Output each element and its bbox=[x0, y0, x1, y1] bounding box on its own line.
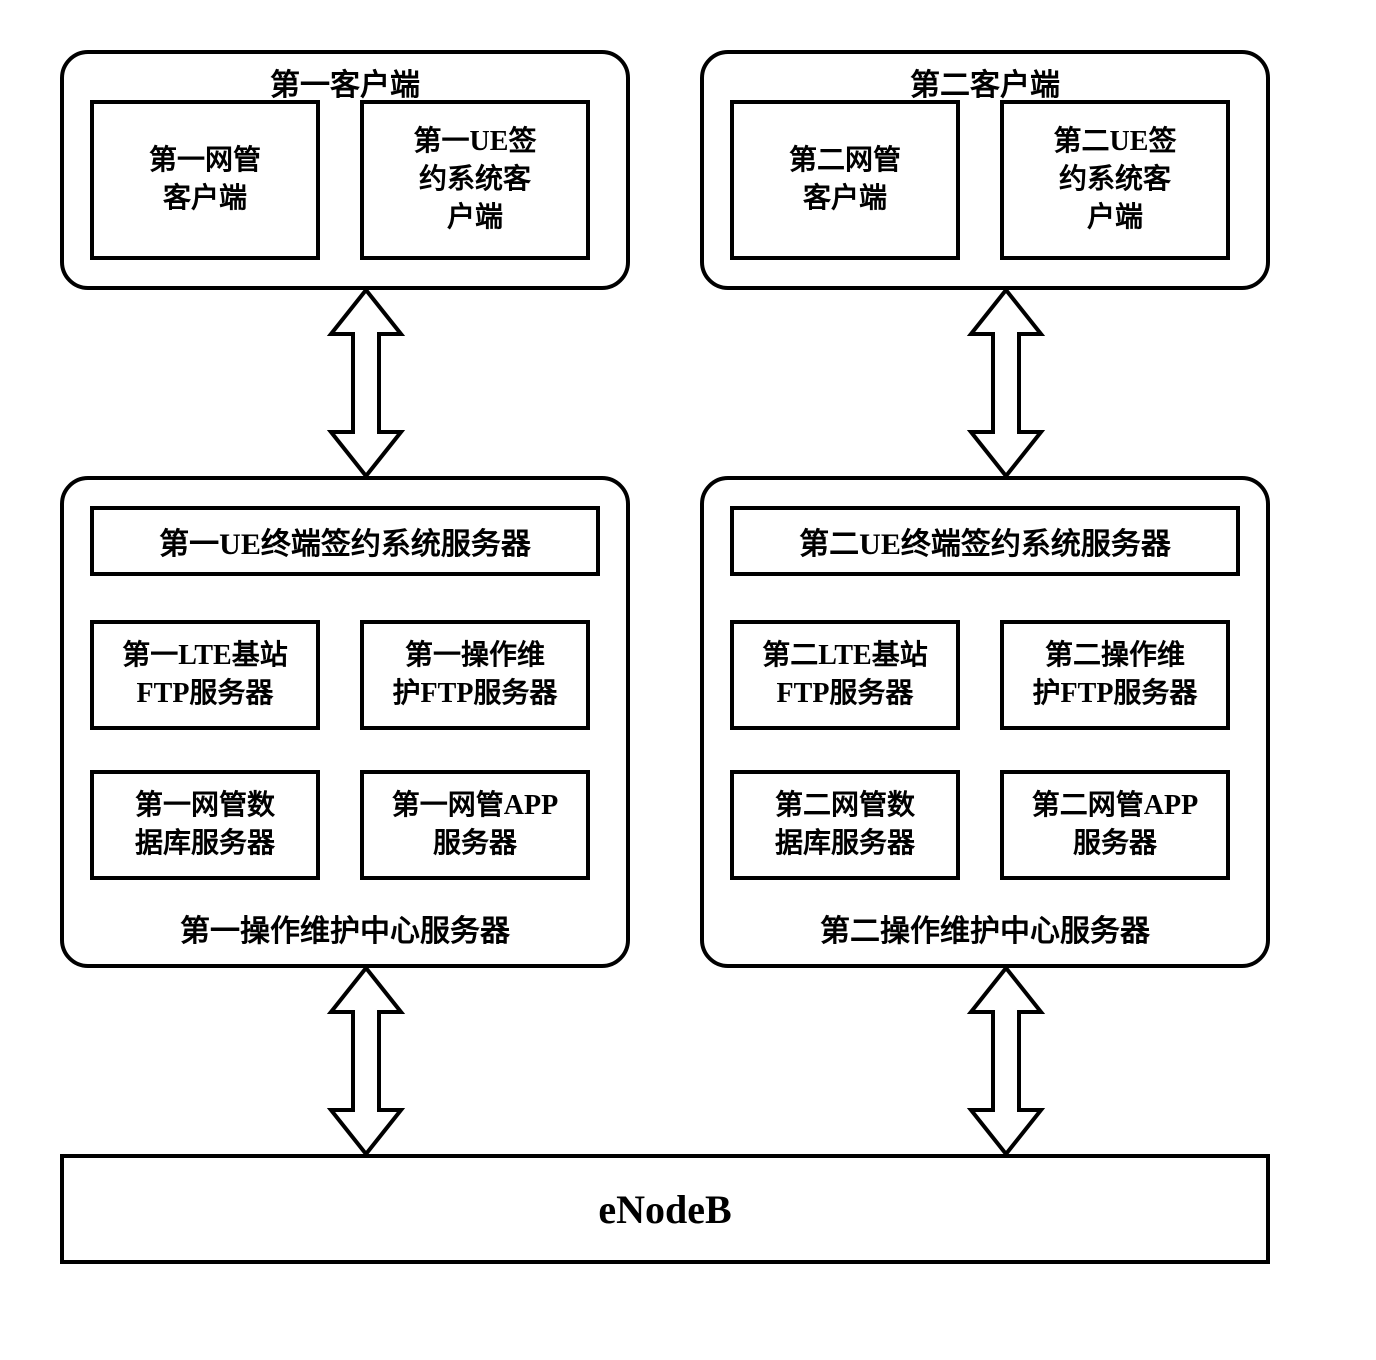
omc1-s3-label: 第一网管数据库服务器 bbox=[135, 787, 275, 863]
bidir-arrow-icon bbox=[326, 290, 406, 476]
omc1-wide-label: 第一UE终端签约系统服务器 bbox=[159, 519, 531, 563]
client2-sub2-label: 第二UE签约系统客户端 bbox=[1054, 123, 1177, 236]
client2-sub1-label: 第二网管客户端 bbox=[789, 142, 901, 218]
omc2-footer: 第二操作维护中心服务器 bbox=[704, 906, 1266, 950]
omc1-wide: 第一UE终端签约系统服务器 bbox=[90, 506, 600, 576]
omc2-s1: 第二LTE基站FTP服务器 bbox=[730, 620, 960, 730]
client1-sub1-label: 第一网管客户端 bbox=[149, 142, 261, 218]
omc1-s1: 第一LTE基站FTP服务器 bbox=[90, 620, 320, 730]
client1-sub2: 第一UE签约系统客户端 bbox=[360, 100, 590, 260]
omc2-s3-label: 第二网管数据库服务器 bbox=[775, 787, 915, 863]
omc1-footer: 第一操作维护中心服务器 bbox=[64, 906, 626, 950]
client2-sub1: 第二网管客户端 bbox=[730, 100, 960, 260]
bidir-arrow-icon bbox=[966, 968, 1046, 1154]
client2-title: 第二客户端 bbox=[704, 60, 1266, 104]
omc1-s1-label: 第一LTE基站FTP服务器 bbox=[122, 637, 287, 713]
enodeb-box: eNodeB bbox=[60, 1154, 1270, 1264]
omc2-s3: 第二网管数据库服务器 bbox=[730, 770, 960, 880]
omc1-s2-label: 第一操作维护FTP服务器 bbox=[393, 637, 558, 713]
omc1-s2: 第一操作维护FTP服务器 bbox=[360, 620, 590, 730]
client1-sub1: 第一网管客户端 bbox=[90, 100, 320, 260]
omc2-wide-label: 第二UE终端签约系统服务器 bbox=[799, 519, 1171, 563]
client1-sub2-label: 第一UE签约系统客户端 bbox=[414, 123, 537, 236]
bidir-arrow-icon bbox=[326, 968, 406, 1154]
omc1-s4: 第一网管APP服务器 bbox=[360, 770, 590, 880]
omc2-s1-label: 第二LTE基站FTP服务器 bbox=[762, 637, 927, 713]
omc2-s2: 第二操作维护FTP服务器 bbox=[1000, 620, 1230, 730]
omc2-s4: 第二网管APP服务器 bbox=[1000, 770, 1230, 880]
omc2-s2-label: 第二操作维护FTP服务器 bbox=[1033, 637, 1198, 713]
enodeb-label: eNodeB bbox=[598, 1186, 731, 1233]
omc2-wide: 第二UE终端签约系统服务器 bbox=[730, 506, 1240, 576]
client2-sub2: 第二UE签约系统客户端 bbox=[1000, 100, 1230, 260]
system-architecture-diagram: 第一客户端 第一网管客户端 第一UE签约系统客户端 第二客户端 第二网管客户端 … bbox=[40, 40, 1336, 1320]
client1-title: 第一客户端 bbox=[64, 60, 626, 104]
bidir-arrow-icon bbox=[966, 290, 1046, 476]
omc2-s4-label: 第二网管APP服务器 bbox=[1032, 787, 1198, 863]
omc1-s3: 第一网管数据库服务器 bbox=[90, 770, 320, 880]
omc1-s4-label: 第一网管APP服务器 bbox=[392, 787, 558, 863]
